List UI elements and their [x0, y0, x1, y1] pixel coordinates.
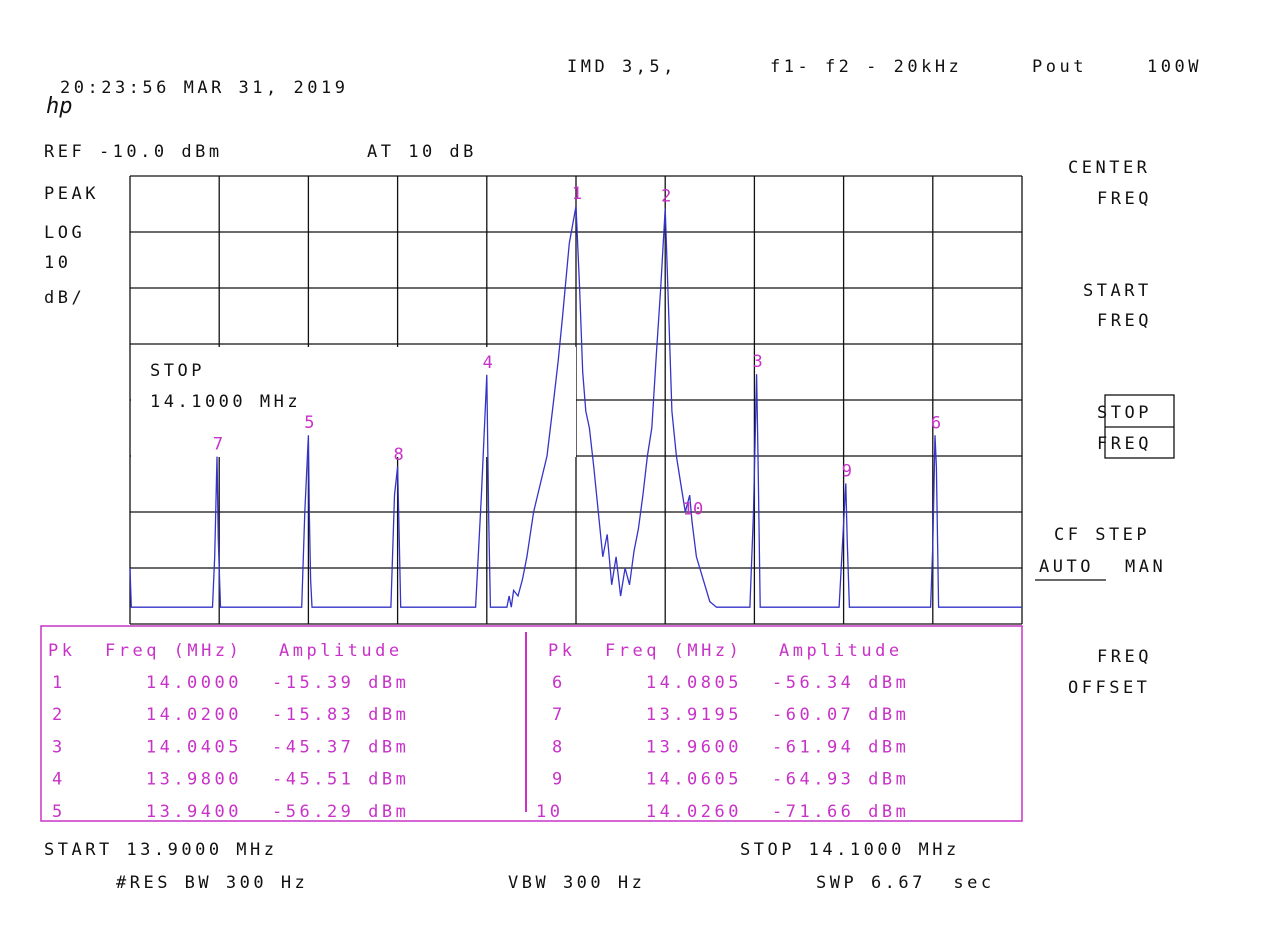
- spacing: f1- f2 - 20kHz: [770, 57, 962, 77]
- pout-label: Pout: [1032, 57, 1087, 77]
- pk: 6: [552, 673, 566, 693]
- pk: 5: [52, 802, 66, 822]
- pout: 100W: [1147, 57, 1202, 77]
- freq: 13.9195: [646, 705, 742, 725]
- start-freq: START 13.9000 MHz: [44, 840, 278, 860]
- softkey[interactable]: STOP: [1097, 403, 1152, 423]
- column-header: Freq (MHz): [105, 641, 242, 661]
- ref-level: REF -10.0 dBm: [44, 142, 223, 162]
- amplitude: -15.39 dBm: [272, 673, 409, 693]
- softkey[interactable]: CENTER: [1068, 158, 1150, 178]
- softkey[interactable]: FREQ: [1097, 434, 1152, 454]
- rbw: #RES BW 300 Hz: [116, 873, 308, 893]
- column-header: Pk: [548, 641, 575, 661]
- pk: 9: [552, 770, 566, 790]
- freq: 14.0805: [646, 673, 742, 693]
- freq: 14.0405: [146, 737, 242, 757]
- softkey[interactable]: FREQ: [1097, 189, 1152, 209]
- marker-label: 9: [842, 462, 852, 482]
- freq: 13.9800: [146, 770, 242, 790]
- pk: 7: [552, 705, 566, 725]
- table-body: 1 14.0000 -15.39 dBm 2 14.0200 -15.83 dBm 3 14.…: [48, 641, 909, 822]
- vbw: VBW 300 Hz: [508, 873, 645, 893]
- softkey[interactable]: MAN: [1125, 557, 1166, 577]
- scale-mode: LOG: [44, 223, 85, 243]
- marker-label: 4: [483, 353, 493, 373]
- pk: 3: [52, 737, 66, 757]
- attenuation: AT 10 dB: [367, 142, 477, 162]
- detector: PEAK: [44, 184, 99, 204]
- softkey[interactable]: FREQ: [1097, 311, 1152, 331]
- amplitude: -56.29 dBm: [272, 802, 409, 822]
- trace: [129, 206, 1022, 608]
- freq: 13.9600: [646, 737, 742, 757]
- marker-label: 7: [213, 434, 223, 454]
- sweep: SWP 6.67 sec: [816, 873, 995, 893]
- annotation-area: [131, 347, 576, 457]
- softkey[interactable]: FREQ: [1097, 647, 1152, 667]
- marker-label: 2: [661, 187, 671, 207]
- freq: 14.0200: [146, 705, 242, 725]
- softkey[interactable]: AUTO: [1039, 557, 1094, 577]
- logo: hp: [46, 94, 73, 119]
- amplitude: -15.83 dBm: [272, 705, 409, 725]
- marker-label: 3: [753, 352, 763, 372]
- column-header: Amplitude: [779, 641, 903, 661]
- amplitude: -45.37 dBm: [272, 737, 409, 757]
- amplitude: -56.34 dBm: [772, 673, 909, 693]
- title: IMD 3,5,: [567, 57, 677, 77]
- freq: 14.0260: [646, 802, 742, 822]
- freq: 14.0605: [646, 770, 742, 790]
- amplitude: -61.94 dBm: [772, 737, 909, 757]
- freq: 14.0000: [146, 673, 242, 693]
- pk: 10: [536, 802, 563, 822]
- marker-label: 6: [931, 414, 941, 434]
- marker-label: 1: [572, 184, 582, 204]
- column-header: Pk: [48, 641, 75, 661]
- amplitude: -45.51 dBm: [272, 770, 409, 790]
- scale-unit: dB/: [44, 288, 85, 308]
- active-value: 14.1000 MHz: [150, 392, 301, 412]
- active-function: STOP: [150, 361, 205, 381]
- softkey[interactable]: CF STEP: [1054, 525, 1150, 545]
- pk: 4: [52, 770, 66, 790]
- marker-label: 10: [683, 499, 703, 519]
- marker-label: 5: [304, 413, 314, 433]
- pk: 2: [52, 705, 66, 725]
- amplitude: -64.93 dBm: [772, 770, 909, 790]
- pk: 1: [52, 673, 66, 693]
- stop-freq: STOP 14.1000 MHz: [740, 840, 960, 860]
- pk: 8: [552, 737, 566, 757]
- column-header: Amplitude: [279, 641, 403, 661]
- marker-label: 8: [393, 445, 403, 465]
- plot: STOP 14.1000 MHz 1 2 3 4 5 6 7 8 9 10: [129, 175, 1023, 625]
- softkey[interactable]: START: [1083, 281, 1152, 301]
- amplitude: -71.66 dBm: [772, 802, 909, 822]
- marker-table: [40, 625, 1023, 822]
- timestamp: 20:23:56 MAR 31, 2019: [60, 78, 348, 98]
- freq: 13.9400: [146, 802, 242, 822]
- column-header: Freq (MHz): [605, 641, 742, 661]
- amplitude: -60.07 dBm: [772, 705, 909, 725]
- softkey[interactable]: OFFSET: [1068, 678, 1150, 698]
- scale-value: 10: [44, 253, 71, 273]
